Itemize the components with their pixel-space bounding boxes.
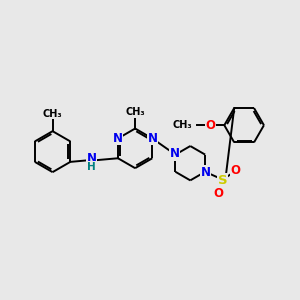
Text: CH₃: CH₃: [172, 120, 192, 130]
Text: N: N: [201, 166, 211, 179]
Text: N: N: [112, 132, 123, 145]
Text: H: H: [87, 162, 96, 172]
Text: O: O: [206, 119, 215, 132]
Text: S: S: [218, 174, 227, 187]
Text: CH₃: CH₃: [125, 107, 145, 117]
Text: N: N: [87, 152, 97, 165]
Text: O: O: [230, 164, 241, 177]
Text: N: N: [148, 132, 158, 145]
Text: CH₃: CH₃: [43, 109, 62, 119]
Text: O: O: [214, 188, 224, 200]
Text: N: N: [170, 148, 180, 160]
